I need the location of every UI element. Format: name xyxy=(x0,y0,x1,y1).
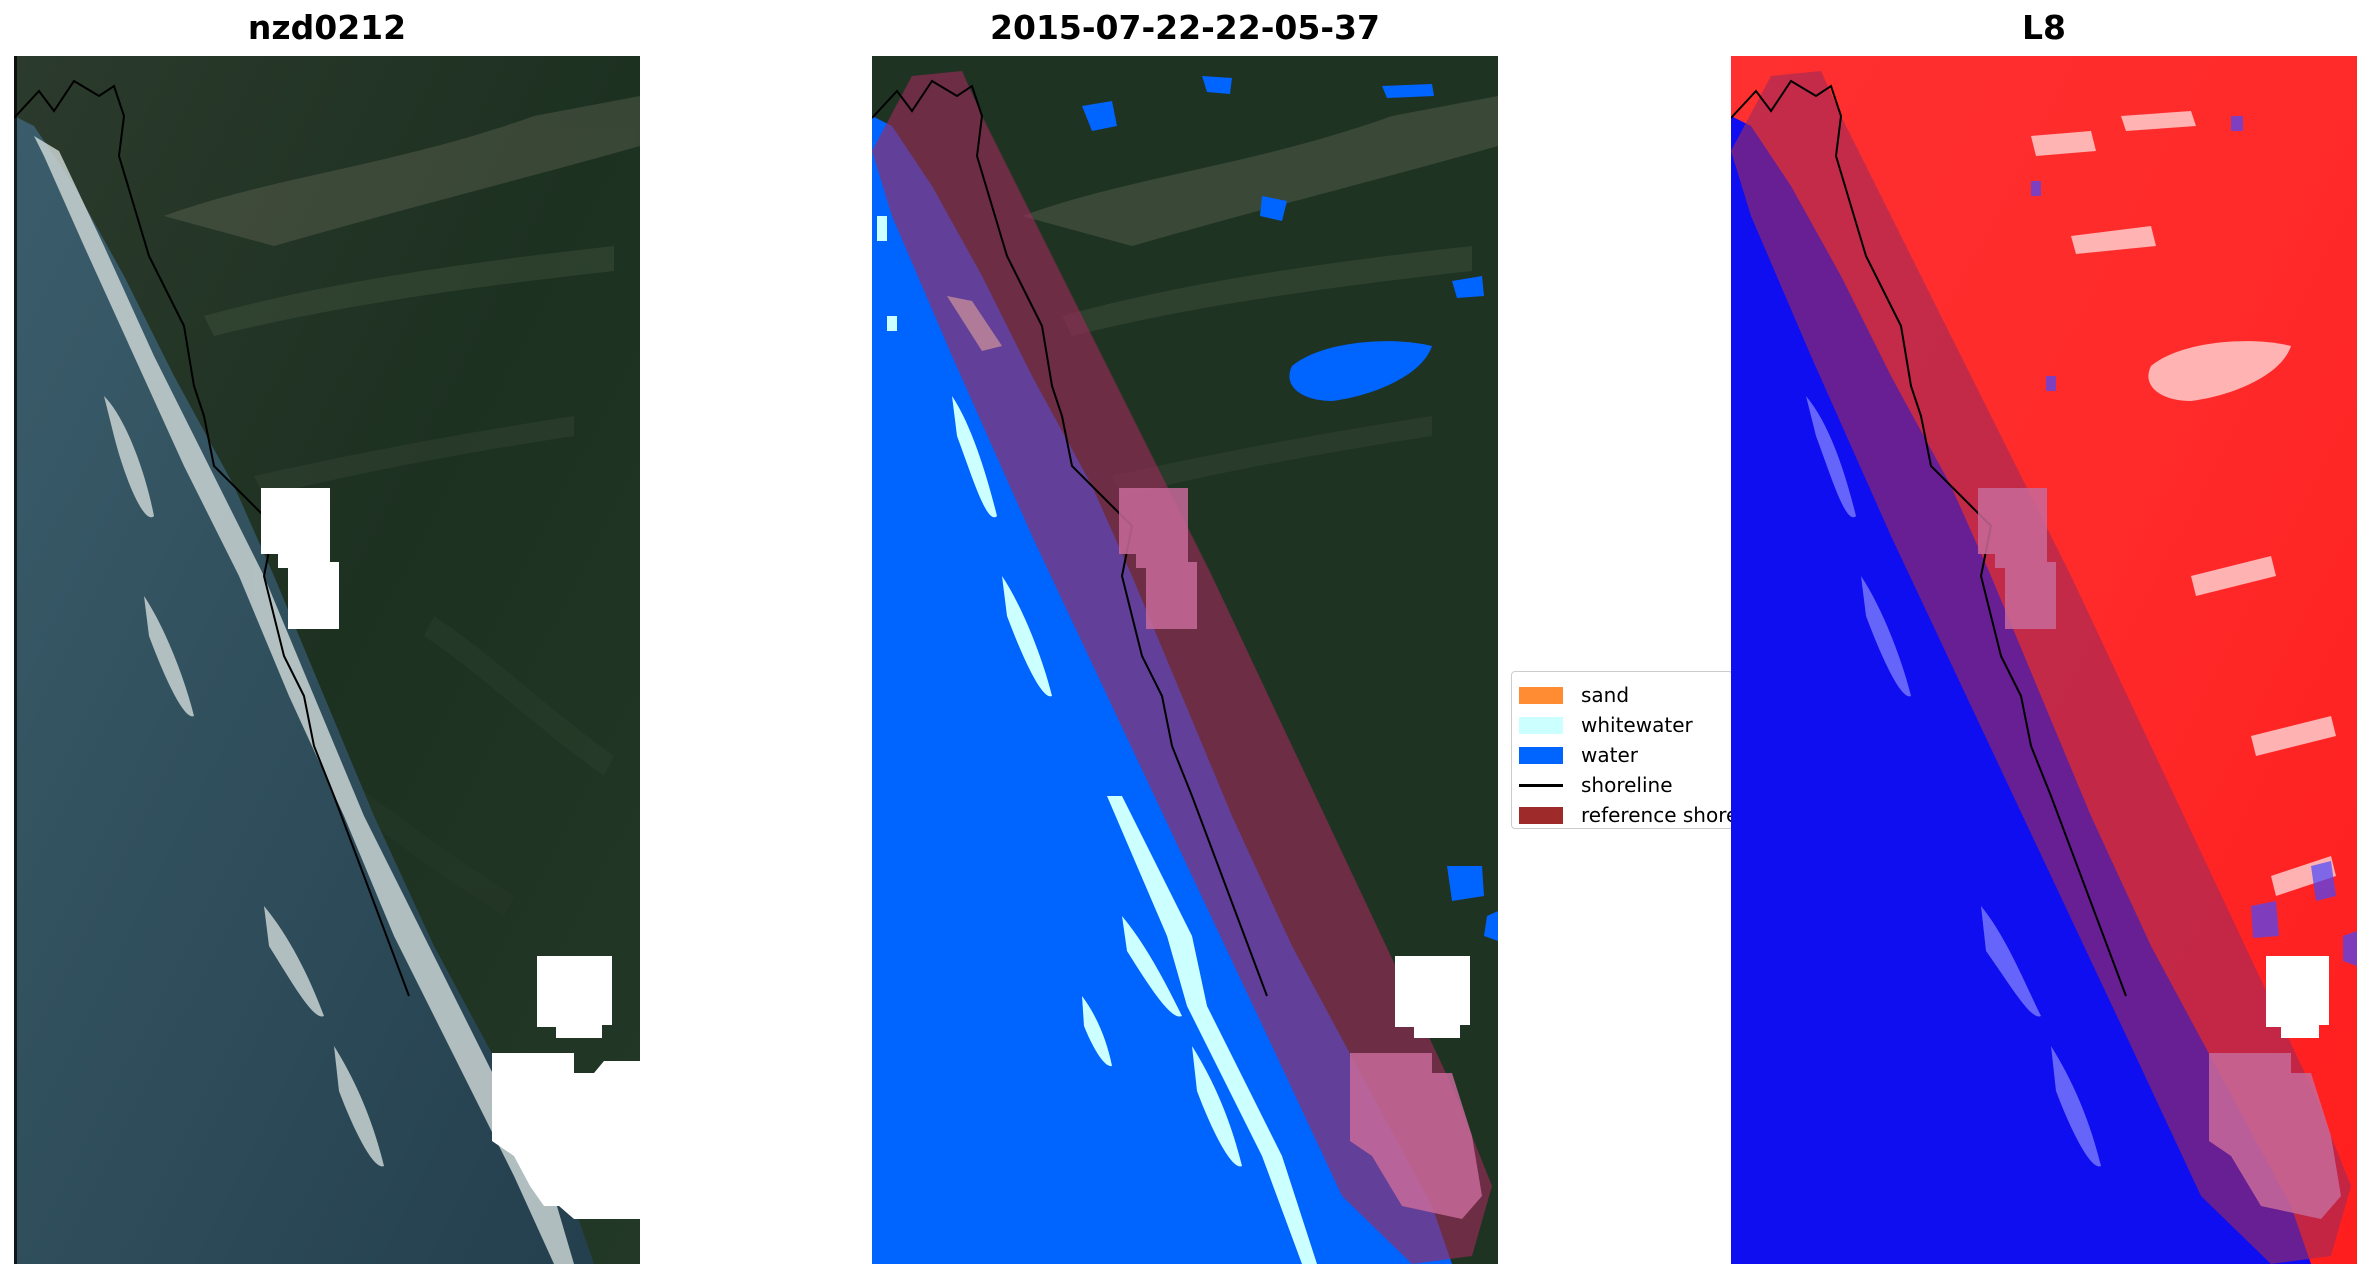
masked-areas xyxy=(1978,488,2341,1219)
index-image-panel xyxy=(1731,56,2357,1264)
index-image xyxy=(1731,56,2357,1264)
rgb-image-panel xyxy=(14,56,640,1264)
legend-label: shoreline xyxy=(1581,773,1673,797)
cloud-mask xyxy=(261,488,640,1219)
shoreline-line xyxy=(1731,79,2127,997)
shoreline-line xyxy=(14,79,410,997)
legend-label: water xyxy=(1581,743,1638,767)
index-blue-patches xyxy=(2031,116,2357,966)
legend-label: whitewater xyxy=(1581,713,1693,737)
inland-water xyxy=(1082,76,1498,941)
panel-title-rgb: nzd0212 xyxy=(247,8,407,47)
index-highlights xyxy=(2031,111,2336,896)
classified-image xyxy=(872,56,1498,1264)
legend: sand whitewater water shoreline referenc… xyxy=(1511,671,1733,829)
legend-item-whitewater: whitewater xyxy=(1519,710,1693,740)
cloud-mask xyxy=(1395,956,1470,1038)
legend-item-water: water xyxy=(1519,740,1638,770)
cloud-mask xyxy=(2266,956,2329,1038)
panel-title-classified: 2015-07-22-22-05-37 xyxy=(990,8,1380,47)
masked-areas xyxy=(1119,488,1482,1219)
legend-item-sand: sand xyxy=(1519,680,1629,710)
rgb-image xyxy=(14,56,640,1264)
legend-label: reference shoreline buffer xyxy=(1581,803,1732,827)
panel-title-index: L8 xyxy=(2022,8,2066,47)
legend-item-reference-shoreline-buffer: reference shoreline buffer xyxy=(1519,800,1732,828)
legend-line-shoreline xyxy=(1519,783,1563,787)
reference-shoreline-buffer xyxy=(872,71,1492,1264)
legend-item-shoreline: shoreline xyxy=(1519,770,1673,800)
legend-swatch-sand xyxy=(1519,686,1563,704)
classified-image-panel xyxy=(872,56,1498,1264)
index-surf xyxy=(1806,396,2101,1167)
legend-swatch-whitewater xyxy=(1519,716,1563,734)
left-edge xyxy=(14,56,17,1264)
legend-swatch-water xyxy=(1519,746,1563,764)
reference-shoreline-buffer xyxy=(1731,71,2351,1264)
land-texture xyxy=(164,96,640,916)
land-texture xyxy=(1022,96,1498,496)
legend-swatch-buffer xyxy=(1519,806,1563,824)
legend-label: sand xyxy=(1581,683,1630,707)
shoreline-line xyxy=(872,79,1268,997)
